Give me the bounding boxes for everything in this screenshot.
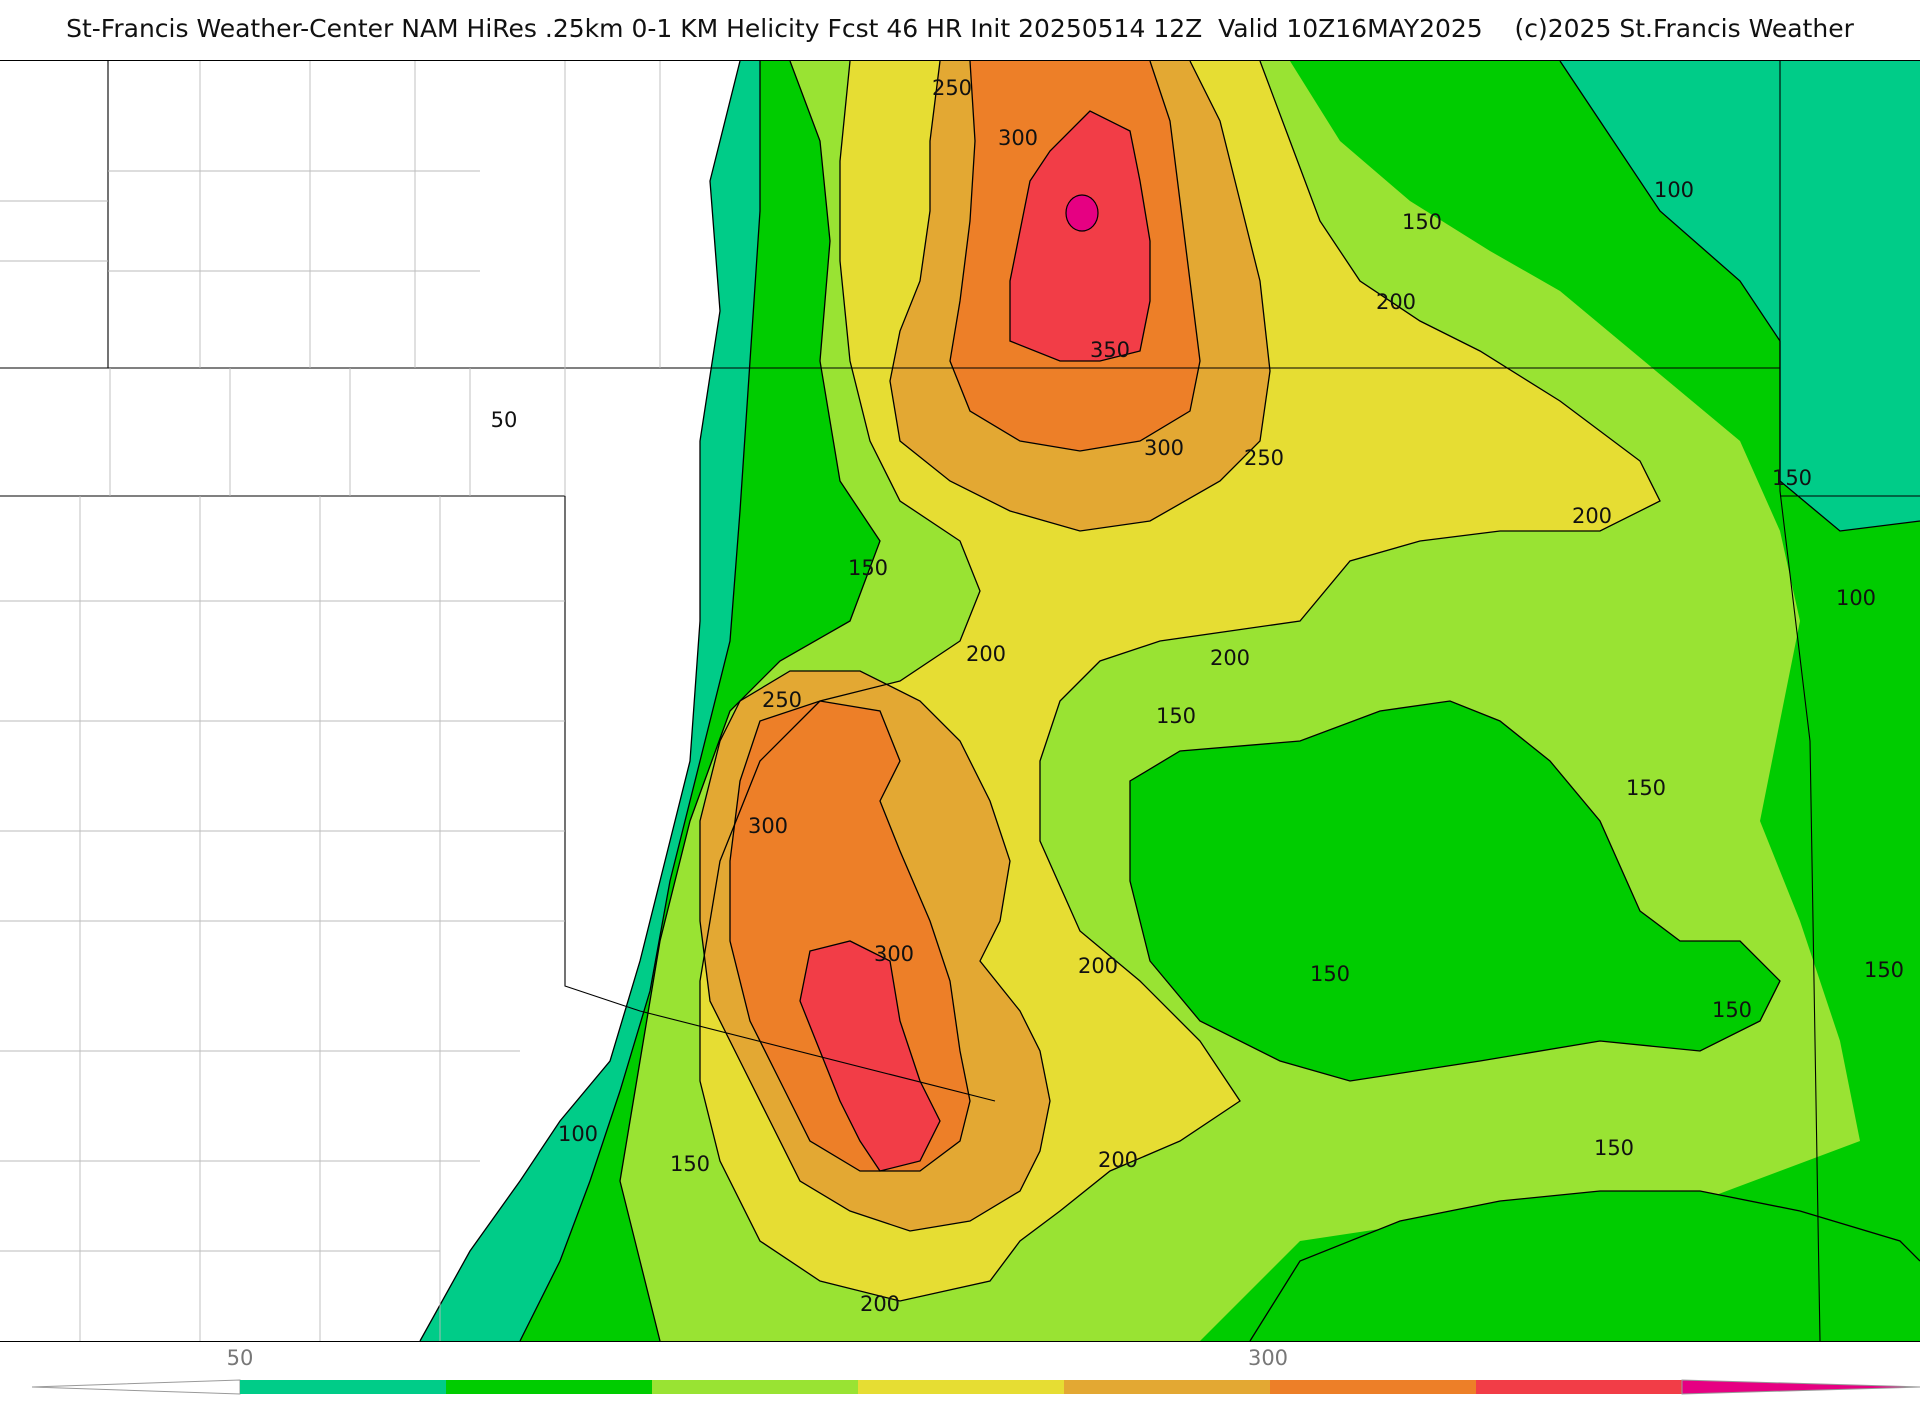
- contour-label: 150: [670, 1152, 710, 1176]
- legend-bin-150: [652, 1380, 858, 1394]
- state-borders: [0, 61, 1920, 1341]
- contour-label: 200: [1098, 1148, 1138, 1172]
- contour-label: 50: [491, 408, 518, 432]
- contour-label: 150: [1626, 776, 1666, 800]
- contour-label: 150: [1594, 1136, 1634, 1160]
- contour-label: 200: [1210, 646, 1250, 670]
- legend-low-arrow: [31, 1379, 241, 1395]
- map-title: St-Francis Weather-Center NAM HiRes .25k…: [66, 14, 1854, 43]
- contour-label: 350: [1090, 338, 1130, 362]
- legend-bin-300: [1270, 1380, 1476, 1394]
- contour-label: 300: [874, 942, 914, 966]
- legend-tick-label: 300: [1247, 1346, 1289, 1370]
- contour-fill-100-east: [1130, 701, 1780, 1081]
- contour-label: 300: [748, 814, 788, 838]
- contour-label: 150: [1402, 210, 1442, 234]
- helicity-map[interactable]: 250 300 350 300 250 200 150 100 50 150 2…: [0, 60, 1920, 1342]
- contour-label: 150: [848, 556, 888, 580]
- contour-label: 200: [1376, 290, 1416, 314]
- contour-label: 200: [1572, 504, 1612, 528]
- legend-bin-50: [240, 1380, 446, 1394]
- contour-label: 300: [1144, 436, 1184, 460]
- contour-fill-350-south: [800, 941, 940, 1171]
- legend-bin-250: [1064, 1380, 1270, 1394]
- contour-label: 150: [1310, 962, 1350, 986]
- contour-fill-400: [1065, 194, 1099, 232]
- contour-label: 300: [998, 126, 1038, 150]
- contour-fill-100-south: [1250, 1191, 1920, 1341]
- legend-bin-100: [446, 1380, 652, 1394]
- contour-label: 100: [1654, 178, 1694, 202]
- contour-fill-350-north: [1010, 111, 1150, 361]
- contour-label: 150: [1156, 704, 1196, 728]
- contour-label: 150: [1712, 998, 1752, 1022]
- contour-lines: [419, 61, 1920, 1341]
- contour-label: 200: [966, 642, 1006, 666]
- color-legend: [0, 1340, 1920, 1400]
- contour-label: 200: [860, 1292, 900, 1316]
- contour-label: 150: [1864, 958, 1904, 982]
- legend-bin-350: [1476, 1380, 1682, 1394]
- contour-label: 250: [1244, 446, 1284, 470]
- legend-tick-label: 50: [226, 1346, 254, 1370]
- contour-label: 200: [1078, 954, 1118, 978]
- contour-label: 250: [762, 688, 802, 712]
- contour-labels: 250 300 350 300 250 200 150 100 50 150 2…: [491, 76, 1904, 1316]
- county-borders: [0, 61, 661, 1341]
- legend-bin-200: [858, 1380, 1064, 1394]
- contour-label: 150: [1772, 466, 1812, 490]
- legend-high-arrow: [1681, 1379, 1920, 1395]
- contour-label: 100: [558, 1122, 598, 1146]
- contour-label: 250: [932, 76, 972, 100]
- contour-label: 100: [1836, 586, 1876, 610]
